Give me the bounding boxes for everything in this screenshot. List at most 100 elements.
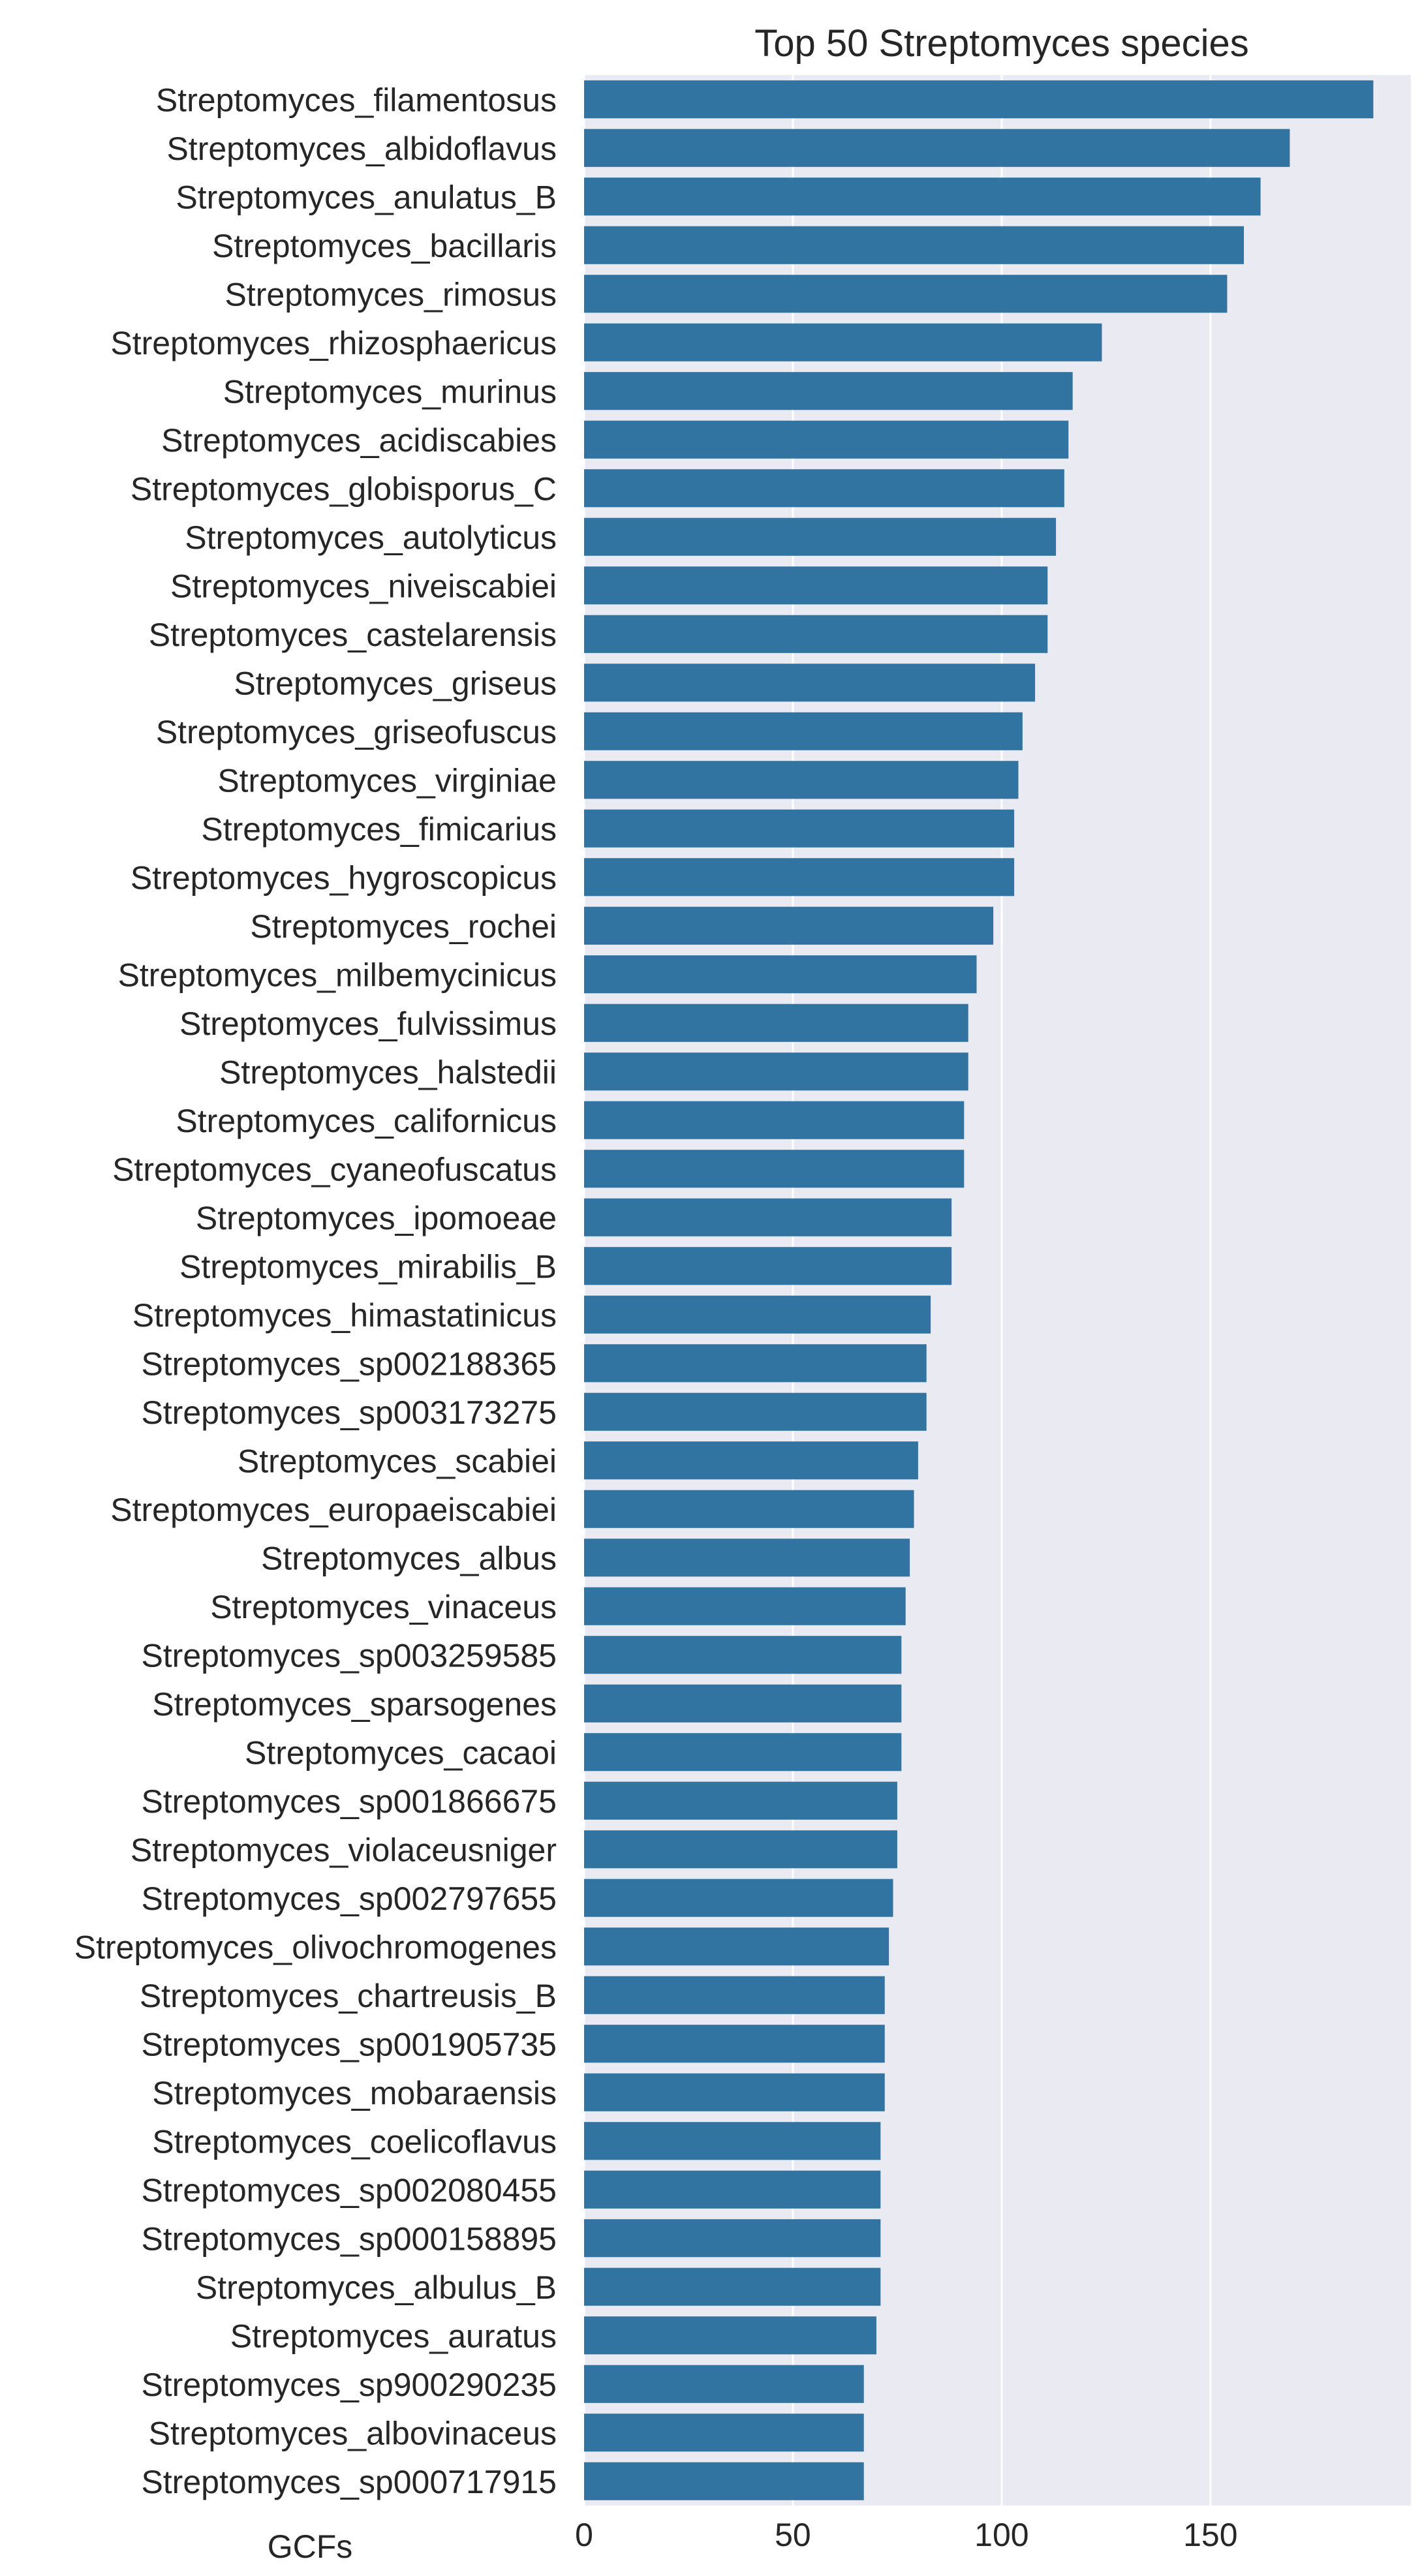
bar <box>584 1733 902 1771</box>
category-label: Streptomyces_bacillaris <box>212 228 557 264</box>
category-label: Streptomyces_sp900290235 <box>141 2367 557 2403</box>
bar <box>584 566 1048 605</box>
category-label: Streptomyces_rhizosphaericus <box>110 325 557 361</box>
category-label: Streptomyces_globisporus_C <box>131 470 557 507</box>
category-label: Streptomyces_castelarensis <box>149 617 557 653</box>
category-label: Streptomyces_albus <box>261 1540 557 1576</box>
bar <box>584 1344 927 1383</box>
bar <box>584 1490 914 1528</box>
bar <box>584 2365 864 2403</box>
bar <box>584 275 1228 313</box>
bar <box>584 372 1073 410</box>
bar <box>584 177 1261 216</box>
category-label: Streptomyces_himastatinicus <box>132 1297 557 1334</box>
bar <box>584 1150 965 1188</box>
bar <box>584 517 1057 556</box>
category-label: Streptomyces_violaceusniger <box>131 1832 557 1868</box>
category-label: Streptomyces_coelicoflavus <box>152 2123 557 2160</box>
bar <box>584 2316 876 2355</box>
x-tick-label: 50 <box>775 2517 811 2553</box>
bar <box>584 1781 897 1820</box>
bar <box>584 2267 881 2306</box>
bar <box>584 1684 902 1723</box>
category-label: Streptomyces_anulatus_B <box>176 179 557 215</box>
bar <box>584 664 1036 702</box>
category-label: Streptomyces_chartreusis_B <box>140 1978 557 2014</box>
category-label: Streptomyces_albulus_B <box>196 2269 557 2306</box>
category-label: Streptomyces_fulvissimus <box>179 1005 557 1042</box>
bar <box>584 1636 902 1674</box>
category-label: Streptomyces_ipomoeae <box>196 1200 557 1236</box>
x-axis-label: GCFs <box>268 2528 353 2565</box>
bar <box>584 323 1102 361</box>
bar <box>584 80 1374 119</box>
bar <box>584 2025 885 2063</box>
bar <box>584 2122 881 2160</box>
category-label: Streptomyces_scabiei <box>238 1443 557 1479</box>
bar <box>584 469 1064 508</box>
category-label: Streptomyces_cyaneofuscatus <box>112 1151 557 1188</box>
bar <box>584 226 1244 264</box>
category-label: Streptomyces_sp003173275 <box>141 1394 557 1431</box>
bar <box>584 1830 897 1869</box>
bar <box>584 1441 918 1480</box>
bar <box>584 2414 864 2452</box>
bar <box>584 2170 881 2209</box>
category-label: Streptomyces_sparsogenes <box>152 1686 557 1723</box>
bar <box>584 1878 893 1917</box>
x-tick-label: 150 <box>1183 2517 1237 2553</box>
category-label: Streptomyces_milbemycinicus <box>118 957 557 993</box>
bars <box>584 80 1374 2500</box>
bar <box>584 2073 885 2111</box>
category-label: Streptomyces_auratus <box>230 2318 557 2354</box>
bar <box>584 761 1019 799</box>
category-label: Streptomyces_cacaoi <box>245 1734 557 1771</box>
bar <box>584 1976 885 2014</box>
bar <box>584 1198 952 1236</box>
y-tick-labels: Streptomyces_filamentosus Streptomyces_al… <box>74 82 557 2500</box>
category-label: Streptomyces_rimosus <box>225 276 557 313</box>
category-label: Streptomyces_sp003259585 <box>141 1637 557 1674</box>
category-label: Streptomyces_europaeiscabiei <box>110 1492 557 1528</box>
category-label: Streptomyces_albovinaceus <box>149 2415 557 2451</box>
bar <box>584 2219 881 2258</box>
bar <box>584 420 1069 459</box>
bar <box>584 1052 968 1091</box>
category-label: Streptomyces_griseofuscus <box>156 714 557 750</box>
category-label: Streptomyces_sp000717915 <box>141 2464 557 2500</box>
x-tick-labels: 0 50 100 150 <box>575 2517 1237 2553</box>
category-label: Streptomyces_halstedii <box>219 1054 557 1090</box>
bar <box>584 955 977 994</box>
bar <box>584 1101 965 1139</box>
category-label: Streptomyces_sp001905735 <box>141 2026 557 2062</box>
category-label: Streptomyces_sp002080455 <box>141 2172 557 2209</box>
chart-title: Top 50 Streptomyces species <box>754 22 1249 65</box>
category-label: Streptomyces_filamentosus <box>156 82 557 118</box>
bar <box>584 712 1023 750</box>
bar <box>584 129 1290 167</box>
category-label: Streptomyces_fimicarius <box>201 811 557 848</box>
category-label: Streptomyces_sp000158895 <box>141 2220 557 2257</box>
bar <box>584 1539 910 1577</box>
x-tick-label: 0 <box>575 2517 593 2553</box>
bar <box>584 1295 931 1334</box>
bar <box>584 809 1015 848</box>
category-label: Streptomyces_vinaceus <box>210 1589 557 1625</box>
category-label: Streptomyces_griseus <box>234 665 557 701</box>
x-tick-label: 100 <box>974 2517 1028 2553</box>
bar <box>584 1392 927 1431</box>
bar <box>584 615 1048 653</box>
bar <box>584 1587 906 1625</box>
category-label: Streptomyces_virginiae <box>217 762 557 799</box>
category-label: Streptomyces_sp002797655 <box>141 1880 557 1917</box>
category-label: Streptomyces_mobaraensis <box>152 2075 557 2111</box>
category-label: Streptomyces_californicus <box>176 1103 557 1139</box>
bar <box>584 1927 889 1966</box>
bar <box>584 2462 864 2500</box>
bar <box>584 1247 952 1285</box>
category-label: Streptomyces_mirabilis_B <box>179 1248 557 1285</box>
category-label: Streptomyces_rochei <box>250 908 557 945</box>
category-label: Streptomyces_murinus <box>223 373 557 410</box>
category-label: Streptomyces_acidiscabies <box>161 422 557 459</box>
